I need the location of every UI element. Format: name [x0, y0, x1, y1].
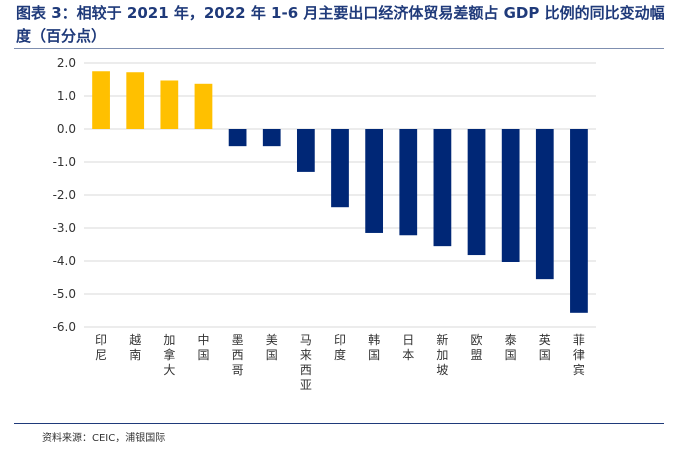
- y-tick-label: 1.0: [57, 89, 76, 103]
- x-tick-label: 越南: [129, 333, 141, 362]
- x-tick-label: 英国: [539, 333, 551, 362]
- bar: [194, 83, 213, 129]
- y-tick-label: -6.0: [53, 320, 76, 334]
- y-tick-label: -4.0: [53, 254, 76, 268]
- bar: [535, 129, 554, 280]
- y-tick-label: 2.0: [57, 56, 76, 70]
- bar: [160, 80, 179, 129]
- y-tick-label: -2.0: [53, 188, 76, 202]
- source-note: 资料来源：CEIC，浦银国际: [42, 433, 166, 444]
- y-tick-label: 0.0: [57, 122, 76, 136]
- x-tick-label: 菲律宾: [573, 333, 585, 377]
- x-tick-label: 新加坡: [436, 332, 448, 377]
- bar: [92, 71, 110, 129]
- y-tick-label: -1.0: [53, 155, 76, 169]
- x-tick-label: 欧盟: [471, 333, 483, 362]
- x-tick-label: 印尼: [95, 333, 107, 362]
- bar: [228, 129, 247, 147]
- bar: [399, 129, 418, 236]
- figure-title: 相较于 2021 年，2022 年 1-6 月主要出口经济体贸易差额占 GDP …: [16, 4, 665, 45]
- x-tick-label: 泰国: [505, 333, 517, 362]
- title-rule: [14, 48, 664, 49]
- bar: [262, 129, 281, 147]
- bar: [296, 129, 315, 172]
- x-tick-label: 墨西哥: [232, 333, 244, 377]
- bar: [433, 129, 452, 247]
- x-tick-label: 加拿大: [163, 333, 175, 377]
- x-tick-label: 马来西亚: [300, 333, 312, 392]
- y-tick-label: -5.0: [53, 287, 76, 301]
- x-tick-label: 日本: [402, 333, 414, 362]
- x-tick-label: 韩国: [368, 332, 380, 362]
- bar: [570, 129, 588, 313]
- bar: [365, 129, 384, 233]
- y-tick-label: -3.0: [53, 221, 76, 235]
- x-tick-label: 中国: [197, 332, 209, 362]
- bar: [467, 129, 486, 256]
- chart-title: 图表 3：相较于 2021 年，2022 年 1-6 月主要出口经济体贸易差额占…: [16, 2, 666, 48]
- bar: [501, 129, 520, 262]
- footer-rule: [14, 423, 664, 424]
- x-tick-label: 美国: [266, 333, 278, 362]
- figure-label: 图表 3：: [16, 4, 77, 22]
- x-tick-label: 印度: [334, 333, 346, 362]
- bar: [331, 129, 349, 208]
- bar: [126, 72, 145, 129]
